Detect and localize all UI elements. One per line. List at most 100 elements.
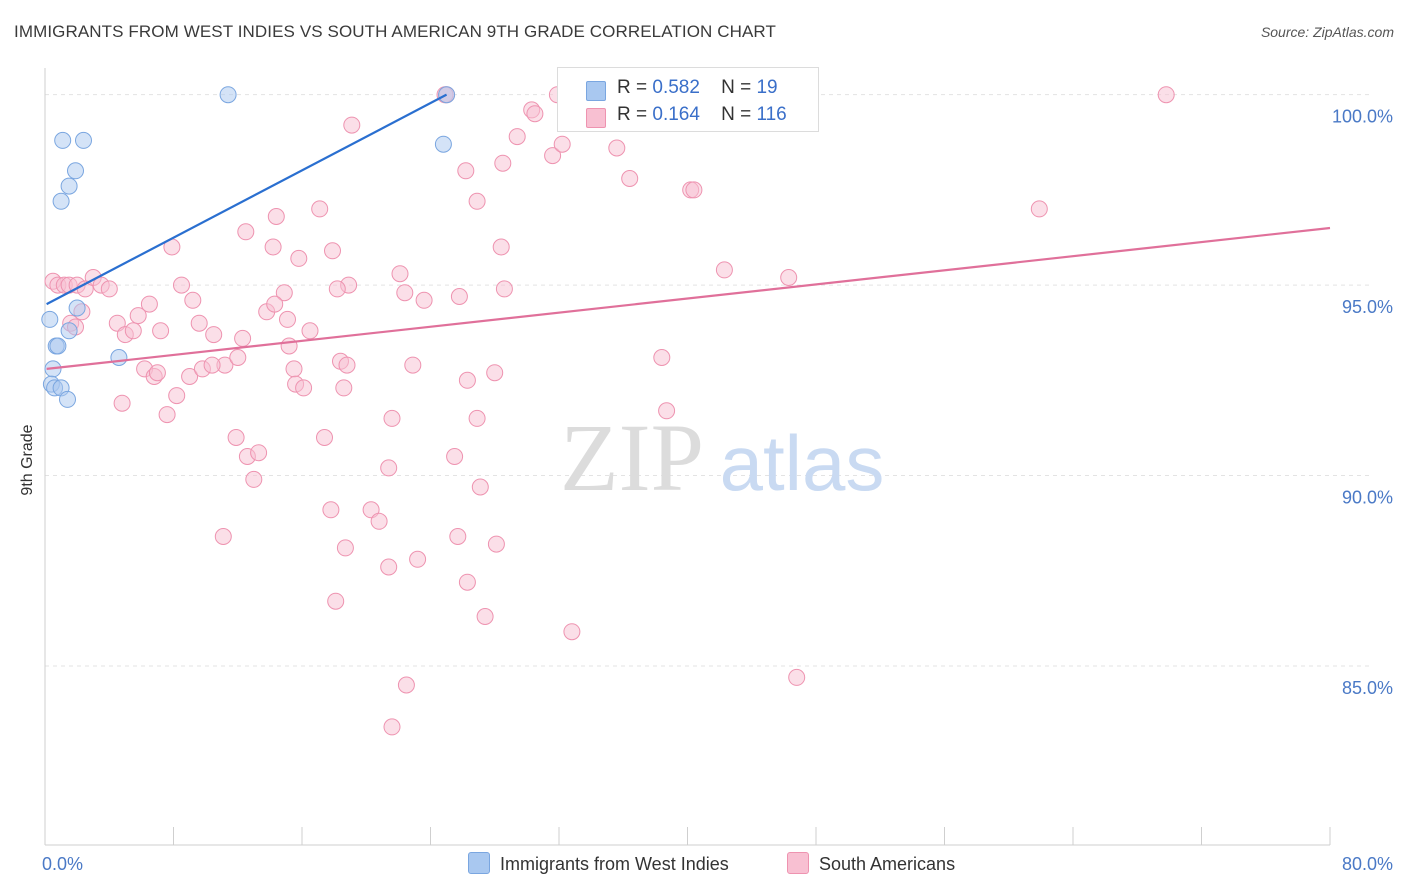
legend-r-label: R =	[617, 77, 648, 98]
west-indies-point	[67, 162, 84, 180]
west-indies-point	[434, 135, 452, 153]
south-americans-point	[316, 429, 333, 446]
south-americans-point	[788, 668, 806, 686]
south-americans-point	[494, 154, 512, 172]
bottom-legend-south-americans: South Americans	[787, 852, 955, 875]
stats-legend: R = 0.582 N = 19 R = 0.164 N = 116	[557, 67, 819, 132]
south-americans-point	[391, 265, 409, 283]
south-americans-point	[608, 139, 626, 157]
y-tick-label: 100.0%	[1332, 107, 1393, 127]
south-americans-point	[446, 448, 464, 465]
tick-labels: 85.0% 90.0% 95.0% 100.0% 0.0% 80.0%	[42, 107, 1393, 874]
south-americans-point	[449, 528, 467, 545]
south-americans-point	[311, 200, 329, 218]
south-americans-point	[486, 364, 504, 382]
west-indies-point	[75, 131, 92, 149]
south-americans-point	[158, 406, 176, 424]
south-americans-point	[173, 276, 190, 294]
south-americans-point	[343, 116, 361, 134]
south-americans-point	[370, 512, 388, 530]
south-americans-point	[492, 238, 510, 256]
south-americans-point	[148, 364, 166, 382]
south-americans-point	[266, 295, 284, 313]
west-indies-point	[438, 86, 456, 104]
south-americans-point	[328, 280, 346, 298]
south-americans-point	[245, 470, 263, 488]
west-indies-point	[54, 131, 72, 149]
south-americans-point	[404, 356, 422, 374]
legend-swatch-south-americans	[586, 108, 606, 128]
south-americans-point	[152, 322, 170, 340]
south-americans-point	[468, 409, 486, 427]
south-americans-point	[214, 528, 232, 545]
y-tick-label: 90.0%	[1342, 488, 1393, 508]
south-americans-point	[508, 128, 526, 146]
trend-lines	[46, 93, 1331, 370]
bottom-legend-west-indies: Immigrants from West Indies	[468, 852, 729, 875]
south-americans-point	[553, 135, 571, 153]
south-americans-point	[229, 349, 247, 366]
south-americans-point	[295, 379, 313, 397]
legend-r-value: 0.164	[652, 104, 700, 125]
south-americans-point	[685, 181, 703, 199]
south-americans-point	[250, 444, 268, 462]
south-americans-point	[335, 379, 353, 397]
y-tick-label: 85.0%	[1342, 678, 1393, 698]
axes	[44, 68, 1331, 846]
west-indies-point	[49, 337, 67, 355]
legend-n-label: N =	[721, 104, 752, 125]
south-americans-point	[383, 409, 401, 427]
x-tick-label: 0.0%	[42, 854, 83, 874]
legend-n-value: 116	[756, 104, 787, 125]
south-americans-point	[563, 623, 581, 641]
south-americans-point	[184, 291, 202, 309]
west-indies-point	[219, 86, 237, 104]
watermark: ZIP atlas	[560, 404, 884, 511]
south-americans-point	[203, 356, 221, 374]
south-americans-point	[279, 310, 296, 328]
bottom-legend-label-west-indies: Immigrants from West Indies	[500, 854, 729, 874]
south-americans-point	[658, 402, 676, 420]
south-americans-point	[380, 558, 398, 576]
west-indies-trend-line	[46, 93, 448, 306]
bottom-legend-label-south-americans: South Americans	[819, 854, 956, 874]
south-americans-point	[190, 314, 208, 332]
south-americans-point	[544, 147, 562, 165]
south-americans-point	[397, 676, 415, 694]
south-americans-point	[234, 329, 252, 347]
south-americans-point	[205, 326, 223, 344]
south-americans-point	[275, 284, 293, 302]
y-tick-label: 95.0%	[1342, 297, 1393, 317]
south-americans-point	[621, 170, 639, 187]
y-axis-label: 9th Grade	[19, 424, 36, 496]
legend-swatch-west-indies	[586, 81, 606, 101]
south-americans-point	[280, 337, 298, 355]
chart-source: Source: ZipAtlas.com	[1260, 24, 1394, 40]
south-americans-point	[336, 539, 354, 557]
south-americans-point	[129, 307, 147, 325]
watermark-zip: ZIP	[560, 404, 704, 511]
south-americans-point	[476, 608, 494, 625]
bottom-legend-swatch-west-indies	[468, 852, 490, 874]
south-americans-point	[450, 288, 468, 305]
south-americans-point	[124, 322, 142, 340]
south-americans-point	[487, 535, 505, 553]
south-americans-point	[301, 322, 319, 340]
west-indies-point	[68, 299, 86, 317]
south-americans-point	[338, 356, 356, 374]
south-americans-point	[409, 550, 427, 568]
south-americans-point	[1030, 200, 1048, 218]
south-americans-point	[237, 223, 255, 241]
south-americans-point	[383, 718, 401, 736]
south-americans-point	[267, 208, 285, 225]
chart-title: IMMIGRANTS FROM WEST INDIES VS SOUTH AME…	[14, 22, 776, 41]
south-americans-point	[495, 280, 513, 298]
west-indies-point	[41, 310, 59, 328]
legend-n-label: N =	[721, 77, 752, 98]
south-americans-point	[457, 162, 475, 180]
south-americans-point	[715, 261, 733, 279]
south-americans-point	[181, 368, 199, 385]
gridlines	[45, 94, 1370, 667]
watermark-atlas: atlas	[720, 419, 885, 507]
